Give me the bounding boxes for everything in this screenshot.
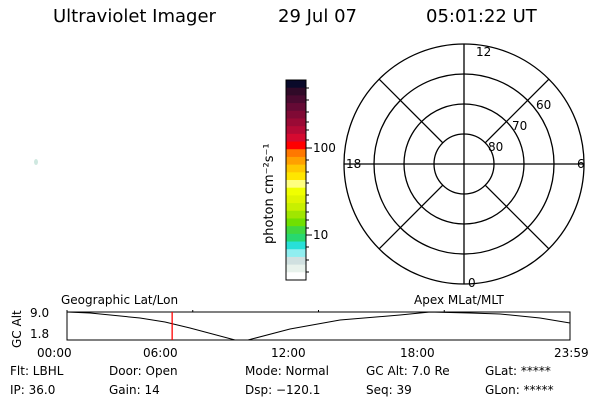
colorbar	[285, 79, 312, 281]
colorbar-band	[286, 80, 306, 89]
colorbar-band	[286, 118, 306, 127]
diagonal-meridian	[484, 78, 550, 144]
polar-plot	[343, 43, 585, 285]
altitude-ylabel: GC Alt	[10, 310, 24, 348]
colorbar-band	[286, 264, 306, 273]
diagonal-meridian	[378, 184, 444, 250]
colorbar-band	[286, 218, 306, 227]
dsp-status: Dsp: −120.1	[245, 383, 321, 397]
colorbar-band	[286, 133, 306, 143]
x-tick-0600: 06:00	[143, 346, 178, 360]
colorbar-band	[286, 164, 306, 173]
lat-80: 80	[488, 140, 504, 154]
colorbar-band	[286, 233, 306, 243]
colorbar-band	[286, 156, 306, 166]
lat-70: 70	[512, 119, 528, 133]
altitude-plot	[66, 310, 571, 341]
x-tick-0000: 00:00	[37, 346, 72, 360]
colorbar-band	[286, 141, 306, 150]
colorbar-band	[286, 256, 306, 266]
colorbar-band	[286, 87, 306, 96]
mlt-0: 0	[468, 276, 476, 290]
colorbar-band	[286, 172, 306, 181]
glon-status: GLon: *****	[485, 383, 554, 397]
door-status: Door: Open	[109, 364, 178, 378]
instrument-title: Ultraviolet Imager	[53, 6, 216, 27]
colorbar-label: photon cm⁻²s⁻¹	[262, 143, 277, 244]
colorbar-band	[286, 95, 306, 104]
x-tick-1200: 12:00	[271, 346, 306, 360]
altitude-frame	[66, 311, 571, 341]
x-tick-2359: 23:59	[554, 346, 589, 360]
filter-status: Flt: LBHL	[10, 364, 64, 378]
colorbar-frame	[285, 79, 307, 281]
x-tick-1800: 18:00	[400, 346, 435, 360]
ip-status: IP: 36.0	[10, 383, 56, 397]
colorbar-tick-10: 10	[313, 228, 329, 242]
glat-status: GLat: *****	[485, 364, 551, 378]
geographic-label: Geographic Lat/Lon	[61, 293, 179, 307]
image-speck	[34, 159, 38, 165]
colorbar-band	[286, 272, 306, 281]
colorbar-band	[286, 187, 306, 196]
gain-status: Gain: 14	[109, 383, 160, 397]
colorbar-band	[286, 195, 306, 204]
gc-alt-status: GC Alt: 7.0 Re	[366, 364, 450, 378]
diagonal-meridian	[484, 184, 550, 250]
mlt-6: 6	[577, 157, 585, 171]
y-tick-9: 9.0	[30, 306, 50, 320]
colorbar-band	[286, 210, 306, 219]
colorbar-band	[286, 126, 306, 135]
mlt-18: 18	[346, 157, 362, 171]
colorbar-tick-100: 100	[313, 141, 336, 155]
colorbar-band	[286, 203, 306, 212]
seq-status: Seq: 39	[366, 383, 412, 397]
colorbar-band	[286, 103, 306, 112]
lat-60: 60	[536, 98, 552, 112]
colorbar-band	[286, 249, 306, 258]
y-tick-1.8: 1.8	[30, 327, 50, 341]
diagonal-meridian	[378, 78, 444, 144]
altitude-curve	[66, 311, 571, 341]
colorbar-band	[286, 110, 306, 119]
colorbar-band	[286, 180, 306, 189]
date-label: 29 Jul 07	[278, 6, 357, 27]
time-label: 05:01:22 UT	[426, 6, 537, 27]
colorbar-band	[286, 226, 306, 235]
apex-label: Apex MLat/MLT	[414, 293, 504, 307]
colorbar-band	[286, 149, 306, 158]
mode-status: Mode: Normal	[245, 364, 329, 378]
colorbar-band	[286, 241, 306, 250]
mlt-12: 12	[476, 45, 492, 59]
